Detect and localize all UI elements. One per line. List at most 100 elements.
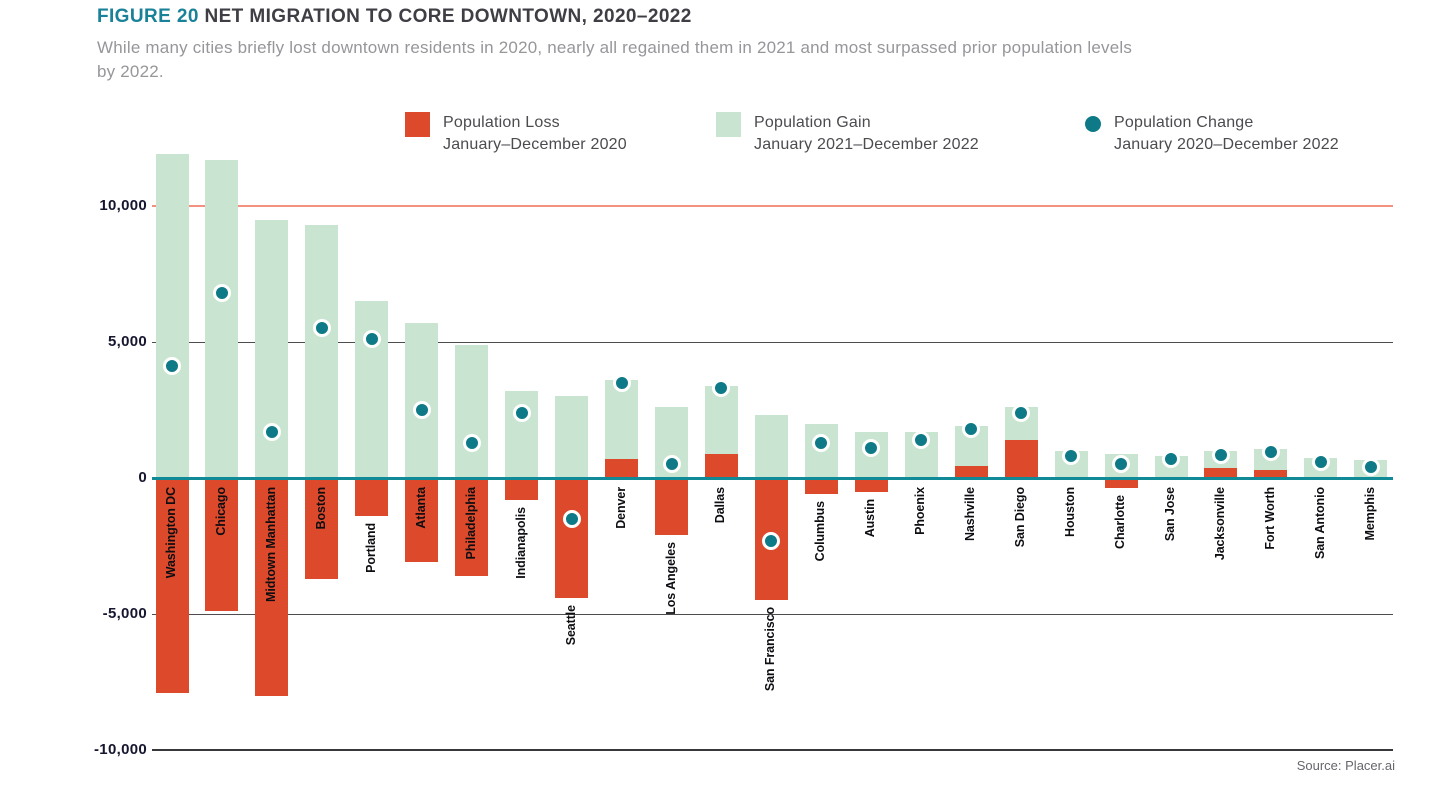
change-dot-phoenix <box>912 430 931 449</box>
change-dot-nashville <box>962 420 981 439</box>
change-dot-philadelphia <box>462 433 481 452</box>
legend-change-label: Population Change <box>1114 114 1254 131</box>
loss-bar-seattle <box>555 478 589 598</box>
legend-loss-label: Population Loss <box>443 114 560 131</box>
y-axis-tick--5000: -5,000 <box>102 605 147 622</box>
change-dot-indianapolis <box>512 403 531 422</box>
loss-bar-fort-worth <box>1254 469 1288 478</box>
loss-bar-san-diego <box>1004 439 1038 478</box>
loss-bar-midtown-manhattan <box>255 478 289 696</box>
change-dot-houston <box>1062 447 1081 466</box>
gain-bar-washington-dc <box>155 154 189 478</box>
y-axis-tick-0: 0 <box>138 469 147 486</box>
y-axis-tick--10000: -10,000 <box>94 741 147 758</box>
city-label-boston: Boston <box>313 487 328 530</box>
gain-bar-chicago <box>205 159 239 478</box>
gain-bar-boston <box>305 225 339 478</box>
y-axis-tick-10000: 10,000 <box>99 197 147 214</box>
loss-bar-denver <box>605 458 639 478</box>
change-dot-seattle <box>562 509 581 528</box>
loss-bar-chicago <box>205 478 239 612</box>
change-dot-boston <box>312 319 331 338</box>
city-label-charlotte: Charlotte <box>1113 494 1128 549</box>
change-dot-fort-worth <box>1261 443 1280 462</box>
change-dot-dallas <box>712 379 731 398</box>
loss-bar-philadelphia <box>455 478 489 576</box>
gain-bar-seattle <box>555 396 589 478</box>
city-label-san-diego: San Diego <box>1013 487 1028 548</box>
city-label-fort-worth: Fort Worth <box>1262 487 1277 550</box>
loss-bar-indianapolis <box>505 478 539 500</box>
loss-bar-jacksonville <box>1204 468 1238 478</box>
subtitle-line-2: by 2022. <box>97 62 164 81</box>
legend-change-sublabel: January 2020–December 2022 <box>1114 136 1339 153</box>
loss-bar-atlanta <box>405 478 439 563</box>
change-dot-washington-dc <box>163 357 181 376</box>
subtitle-line-1: While many cities briefly lost downtown … <box>97 38 1133 57</box>
loss-bar-los-angeles <box>655 478 688 536</box>
gain-bar-san-francisco <box>754 415 788 478</box>
legend-item-population-change: Population Change January 2020–December … <box>1085 112 1339 156</box>
change-dot-columbus <box>812 433 831 452</box>
city-label-houston: Houston <box>1063 487 1078 537</box>
gain-bar-philadelphia <box>455 344 489 478</box>
change-dot-san-antonio <box>1311 452 1330 471</box>
figure-header: FIGURE 20 NET MIGRATION TO CORE DOWNTOWN… <box>97 6 1397 84</box>
city-label-indianapolis: Indianapolis <box>513 506 528 579</box>
city-label-chicago: Chicago <box>213 487 228 536</box>
city-label-austin: Austin <box>863 498 878 537</box>
change-dot-portland <box>362 330 381 349</box>
figure-number: FIGURE 20 <box>97 6 199 27</box>
city-label-jacksonville: Jacksonville <box>1212 487 1227 561</box>
gain-bar-portland <box>355 301 389 478</box>
legend-item-population-gain: Population Gain January 2021–December 20… <box>716 112 979 156</box>
gridline--5000 <box>152 613 1393 615</box>
loss-bar-columbus <box>804 478 838 495</box>
change-dot-austin <box>862 439 881 458</box>
city-label-memphis: Memphis <box>1362 487 1377 541</box>
city-label-seattle: Seattle <box>563 604 578 645</box>
loss-swatch-icon <box>405 112 430 137</box>
city-label-san-antonio: San Antonio <box>1312 487 1327 560</box>
loss-bar-dallas <box>704 453 738 478</box>
source-credit: Source: Placer.ai <box>1296 758 1395 773</box>
gridline--10000 <box>152 749 1393 751</box>
change-dot-san-jose <box>1162 449 1180 468</box>
change-dot-san-francisco <box>762 531 781 550</box>
gain-bar-denver <box>605 380 639 459</box>
change-dot-midtown-manhattan <box>262 422 281 441</box>
legend-gain-label: Population Gain <box>754 114 871 131</box>
loss-bar-charlotte <box>1104 478 1138 488</box>
city-label-nashville: Nashville <box>963 487 978 541</box>
city-label-columbus: Columbus <box>813 501 828 562</box>
change-dot-atlanta <box>412 401 431 419</box>
figure-subtitle: While many cities briefly lost downtown … <box>97 36 1397 84</box>
city-label-midtown-manhattan: Midtown Manhattan <box>263 487 278 602</box>
city-label-atlanta: Atlanta <box>413 487 428 529</box>
change-dot-los-angeles <box>662 455 681 474</box>
city-label-los-angeles: Los Angeles <box>663 542 678 615</box>
change-dot-charlotte <box>1112 455 1131 474</box>
loss-bar-portland <box>355 478 389 517</box>
city-label-washington-dc: Washington DC <box>164 487 178 579</box>
city-label-san-francisco: San Francisco <box>763 607 778 692</box>
loss-bar-austin <box>854 478 888 492</box>
city-label-phoenix: Phoenix <box>913 487 928 535</box>
gain-bar-atlanta <box>405 322 439 478</box>
figure-title: FIGURE 20 NET MIGRATION TO CORE DOWNTOWN… <box>97 6 1397 28</box>
loss-bar-washington-dc <box>155 478 189 693</box>
gridline-10000 <box>152 205 1393 207</box>
legend-gain-sublabel: January 2021–December 2022 <box>754 136 979 153</box>
y-axis-tick-5000: 5,000 <box>107 333 147 350</box>
legend-loss-sublabel: January–December 2020 <box>443 136 627 153</box>
city-label-philadelphia: Philadelphia <box>463 487 478 560</box>
change-dot-icon <box>1085 116 1101 132</box>
gridline-5000 <box>152 341 1393 343</box>
legend-item-population-loss: Population Loss January–December 2020 <box>405 112 627 156</box>
gridline-0 <box>152 476 1393 480</box>
change-dot-san-diego <box>1012 403 1031 422</box>
change-dot-denver <box>612 373 631 392</box>
figure-title-text: NET MIGRATION TO CORE DOWNTOWN, 2020–202… <box>198 6 692 27</box>
city-label-san-jose: San Jose <box>1163 487 1177 542</box>
